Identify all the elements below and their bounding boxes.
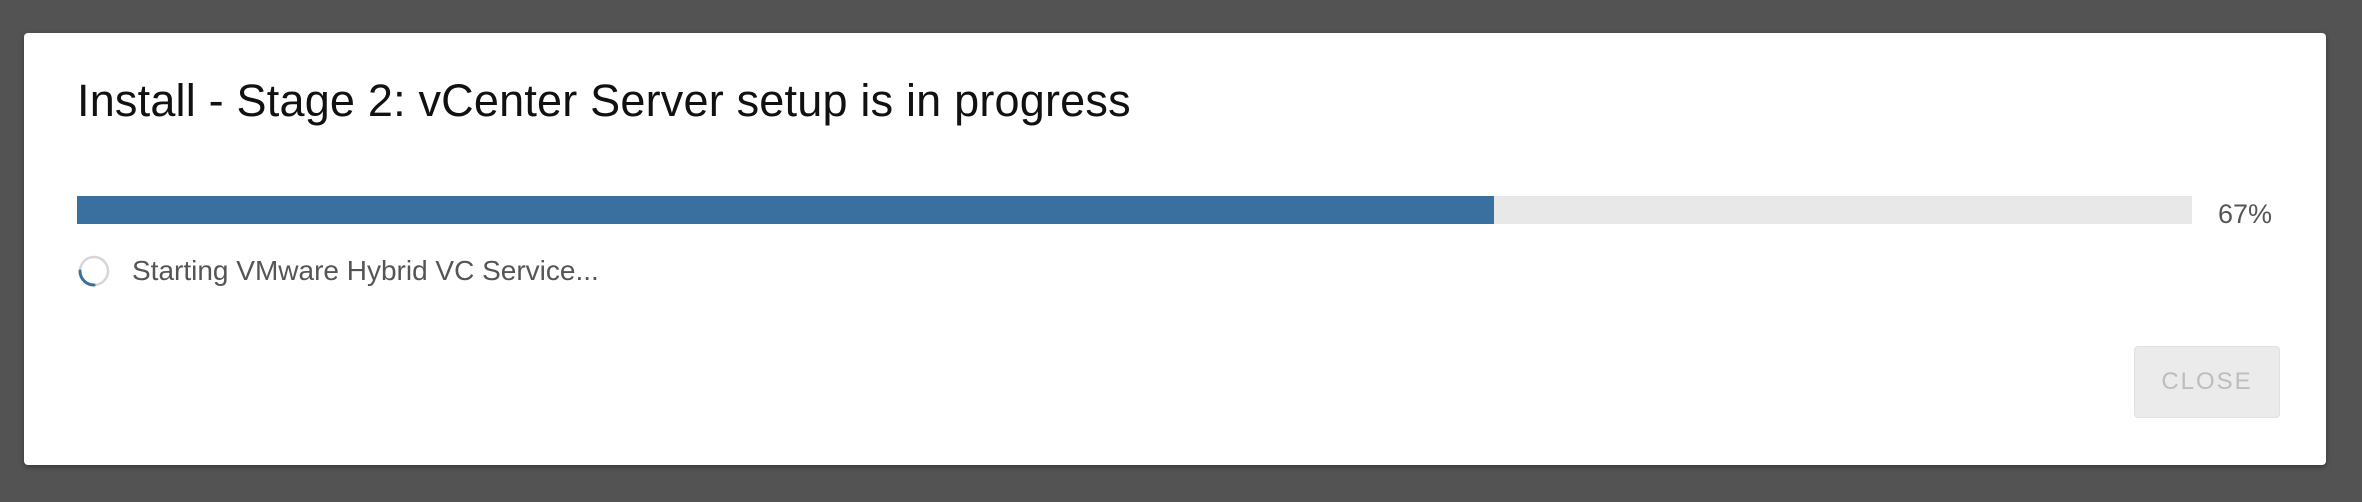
- progress-percent: 67%: [2218, 199, 2273, 229]
- close-button[interactable]: CLOSE: [2134, 346, 2280, 418]
- dialog-title: Install - Stage 2: vCenter Server setup …: [77, 75, 1131, 126]
- status-row: Starting VMware Hybrid VC Service...: [77, 251, 599, 291]
- loading-spinner-icon: [77, 254, 111, 288]
- progress-bar: [77, 196, 2192, 224]
- status-text: Starting VMware Hybrid VC Service...: [132, 255, 599, 286]
- progress-bar-fill: [77, 196, 1495, 224]
- install-progress-dialog: Install - Stage 2: vCenter Server setup …: [24, 33, 2326, 465]
